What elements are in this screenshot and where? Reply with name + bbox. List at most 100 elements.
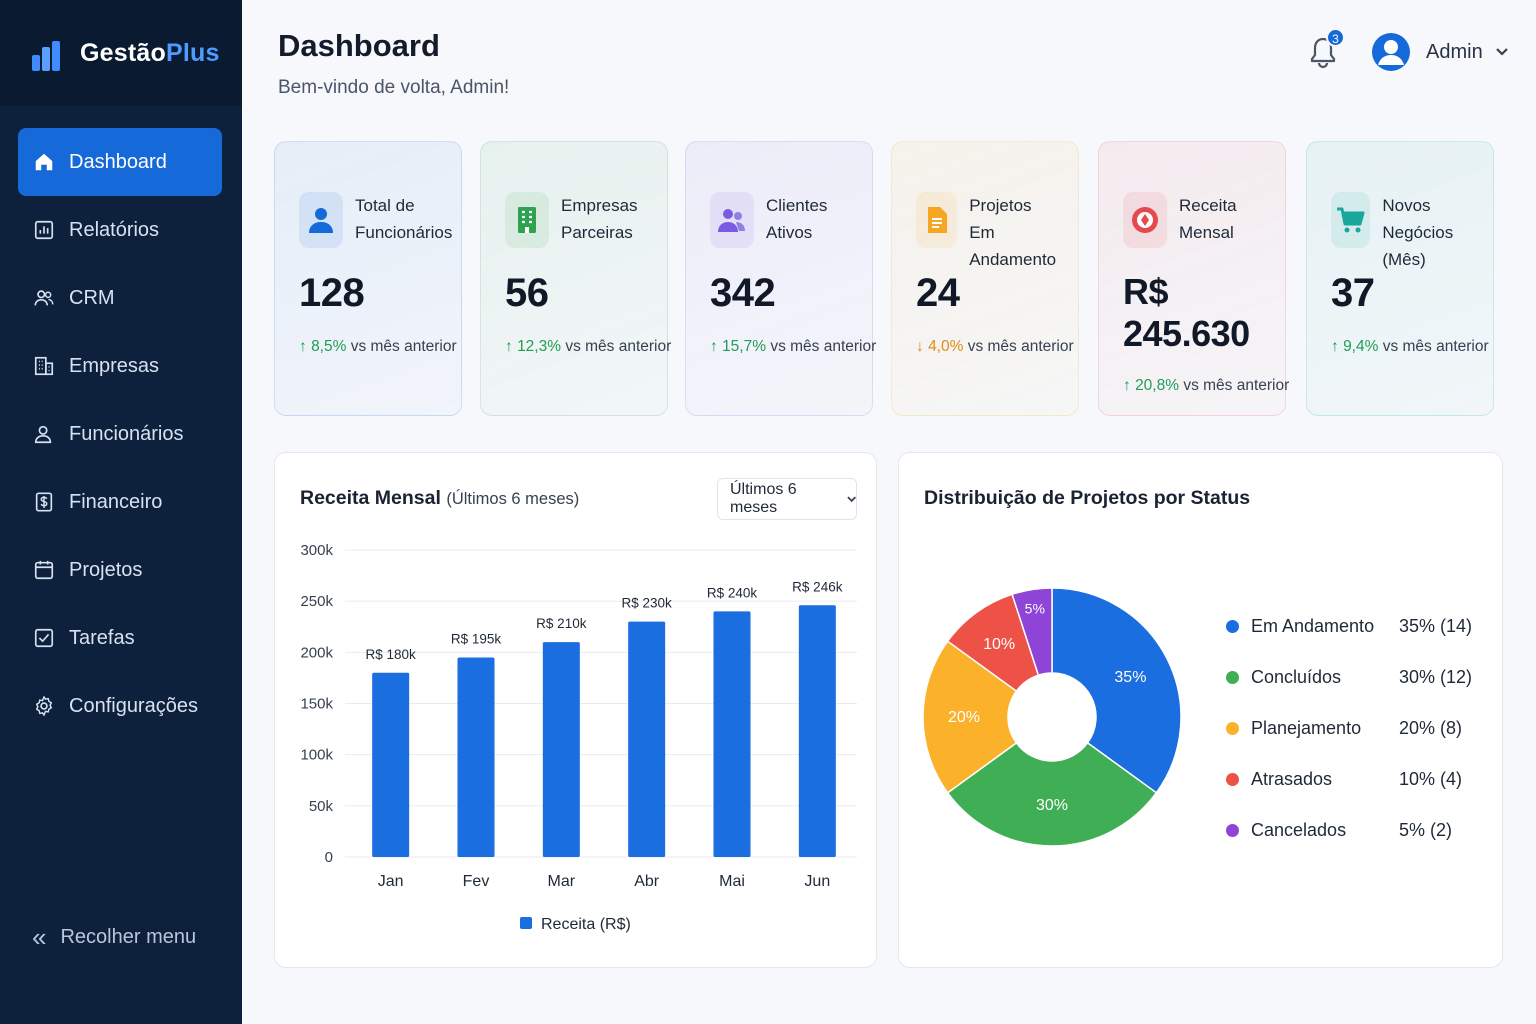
sidebar-item-label: Dashboard	[69, 150, 167, 173]
chevron-down-icon	[1495, 48, 1508, 56]
sidebar-item-label: Tarefas	[69, 626, 135, 649]
kpi-delta-value: 20,8%	[1135, 377, 1180, 394]
legend-label: Planejamento	[1251, 718, 1362, 738]
kpi-label: Receita Mensal	[1179, 192, 1237, 246]
sidebar-item-label: Empresas	[69, 354, 160, 377]
legend-item: Concluídos 30% (12)	[1226, 652, 1476, 703]
kpi-value: 342	[710, 271, 776, 315]
sidebar-item-label: CRM	[69, 286, 115, 309]
legend-value: 20% (8)	[1399, 718, 1463, 738]
kpi-value: 128	[299, 271, 365, 315]
sidebar-item-calendar[interactable]: Projetos	[18, 536, 222, 604]
kpi-header: Novos Negócios (Mês)	[1331, 192, 1493, 269]
legend-item: Atrasados 10% (4)	[1226, 754, 1476, 805]
kpi-label-line2: Ativos	[766, 223, 813, 242]
x-tick-label: Jun	[804, 873, 830, 890]
bar-data-label: R$ 210k	[536, 616, 587, 631]
pie-slice-label: 20%	[948, 709, 980, 726]
arrow-up-icon: ↑	[505, 338, 518, 355]
chevron-down-icon	[846, 496, 856, 503]
sidebar-item-building[interactable]: Empresas	[18, 332, 222, 400]
legend-label: Cancelados	[1251, 820, 1347, 840]
y-tick-label: 0	[325, 849, 333, 866]
calendar-icon	[32, 558, 56, 582]
pie-slice	[1011, 587, 1053, 677]
sidebar-item-gear[interactable]: Configurações	[18, 672, 222, 740]
kpi-value: 24	[916, 271, 960, 315]
pie-slice-label: 10%	[983, 636, 1015, 653]
kpi-label-line1: Projetos	[969, 196, 1032, 215]
legend-value: 30% (12)	[1399, 667, 1473, 687]
page-subtitle: Bem-vindo de volta, Admin!	[278, 77, 510, 98]
kpi-delta-compare: vs mês anterior	[1179, 377, 1290, 394]
legend-value: 35% (14)	[1399, 616, 1473, 636]
collapse-menu-button[interactable]: « Recolher menu	[32, 922, 196, 953]
brand[interactable]: GestãoPlus	[0, 0, 242, 106]
legend-label: Receita (R$)	[541, 916, 631, 933]
x-tick-label: Mai	[719, 873, 745, 890]
people-icon	[299, 192, 343, 248]
coin-icon	[1123, 192, 1167, 248]
legend-dot	[1226, 773, 1239, 786]
bar-data-label: R$ 195k	[451, 631, 502, 646]
revenue-bar-chart: 0 50k 100k 150k 200k 250k 300k R$ 180k Jan R$ 195…	[300, 542, 857, 933]
sidebar-nav: Dashboard Relatórios CRM Empresas Funcionári…	[18, 128, 222, 740]
bar	[713, 611, 751, 857]
legend-value: 10% (4)	[1399, 769, 1463, 789]
sidebar-item-report[interactable]: Relatórios	[18, 196, 222, 264]
sidebar-item-dollar[interactable]: Financeiro	[18, 468, 222, 536]
pie-slice	[1051, 587, 1182, 794]
revenue-chart-title-suffix: (Últimos 6 meses)	[446, 490, 580, 508]
sidebar-item-home[interactable]: Dashboard	[18, 128, 222, 196]
arrow-up-icon: ↑	[299, 338, 312, 355]
legend-dot	[1226, 824, 1239, 837]
kpi-delta-value: 15,7%	[722, 338, 767, 355]
bar-data-label: R$ 230k	[622, 596, 673, 611]
kpi-card[interactable]: Clientes Ativos 342 ↑ 15,7% vs mês anterior	[685, 141, 876, 416]
sidebar-item-label: Configurações	[69, 694, 198, 717]
pie-slice	[946, 741, 1158, 847]
kpi-value: 37	[1331, 271, 1375, 315]
brand-name-accent: Plus	[165, 38, 220, 67]
kpi-card[interactable]: Receita Mensal R$ 245.630 ↑ 20,8% vs mês an…	[1098, 141, 1290, 416]
kpi-header: Clientes Ativos	[710, 192, 872, 254]
kpi-card[interactable]: Total de Funcionários 128 ↑ 8,5% vs mês ant…	[274, 141, 462, 416]
clients-icon	[710, 192, 754, 248]
kpi-delta: ↑ 15,7% vs mês anterior	[710, 338, 876, 356]
project-status-donut-chart: 35% 30% 20% 10% 5%	[922, 587, 1182, 847]
y-tick-label: 300k	[300, 542, 333, 559]
user-menu[interactable]: Admin	[1372, 30, 1509, 74]
dollar-icon	[32, 490, 56, 514]
y-tick-label: 200k	[300, 644, 333, 661]
cart-icon	[1331, 192, 1371, 248]
bar-data-label: R$ 180k	[366, 647, 417, 662]
kpi-label-line1: Clientes	[766, 196, 828, 215]
sidebar: GestãoPlus Dashboard Relatórios CRM Empresa…	[0, 0, 242, 1024]
kpi-card[interactable]: Projetos Em Andamento 24 ↓ 4,0% vs mês ante…	[891, 141, 1079, 416]
kpi-label-line1: Empresas	[561, 196, 638, 215]
kpi-label-line2: Em Andamento	[969, 223, 1057, 269]
pie-slice	[922, 640, 1018, 794]
kpi-label: Novos Negócios (Mês)	[1382, 192, 1493, 273]
kpi-label: Projetos Em Andamento	[969, 192, 1078, 273]
y-tick-label: 150k	[300, 696, 333, 713]
period-select[interactable]: Últimos 6 meses	[717, 478, 857, 520]
project-status-panel: 35% 30% 20% 10% 5% Distribuição de Projetos …	[898, 452, 1503, 968]
y-tick-label: 100k	[300, 747, 333, 764]
legend-item: Planejamento 20% (8)	[1226, 703, 1476, 754]
document-icon	[916, 192, 958, 248]
gear-icon	[32, 694, 56, 718]
legend-dot	[1226, 671, 1239, 684]
project-status-legend: Em Andamento 35% (14) Concluídos 30% (12) Pl…	[1226, 601, 1476, 856]
home-icon	[32, 150, 56, 174]
sidebar-item-users[interactable]: CRM	[18, 264, 222, 332]
kpi-delta-compare: vs mês anterior	[766, 338, 877, 355]
bar	[372, 672, 410, 857]
checklist-icon	[32, 626, 56, 650]
legend-dot	[1226, 620, 1239, 633]
legend-dot	[1226, 722, 1239, 735]
kpi-card[interactable]: Empresas Parceiras 56 ↑ 12,3% vs mês anteri…	[480, 141, 671, 416]
kpi-card[interactable]: Novos Negócios (Mês) 37 ↑ 9,4% vs mês anter…	[1306, 141, 1494, 416]
sidebar-item-user[interactable]: Funcionários	[18, 400, 222, 468]
sidebar-item-checklist[interactable]: Tarefas	[18, 604, 222, 672]
